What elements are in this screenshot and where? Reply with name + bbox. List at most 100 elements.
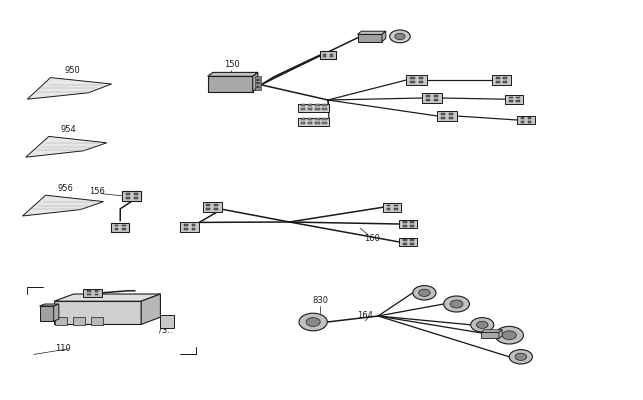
- Text: /3..: /3..: [159, 326, 173, 334]
- Polygon shape: [253, 72, 258, 92]
- Bar: [308, 108, 312, 110]
- Circle shape: [450, 300, 463, 308]
- Circle shape: [395, 33, 405, 40]
- Circle shape: [444, 296, 469, 312]
- Bar: [95, 294, 98, 295]
- Text: 150: 150: [224, 60, 239, 69]
- Bar: [496, 81, 500, 83]
- Text: 110: 110: [55, 344, 70, 353]
- Bar: [134, 193, 138, 195]
- Bar: [528, 117, 531, 119]
- Bar: [87, 294, 91, 295]
- Bar: [403, 221, 406, 223]
- Bar: [308, 104, 312, 106]
- Bar: [521, 117, 524, 119]
- Polygon shape: [27, 78, 112, 99]
- Bar: [383, 203, 401, 212]
- Bar: [301, 122, 305, 124]
- Polygon shape: [382, 31, 386, 42]
- Bar: [206, 204, 210, 206]
- Bar: [441, 113, 445, 115]
- Text: 954: 954: [61, 125, 77, 134]
- Polygon shape: [54, 294, 161, 301]
- Bar: [322, 108, 327, 110]
- Circle shape: [509, 350, 532, 364]
- Bar: [322, 122, 327, 124]
- Bar: [122, 191, 141, 201]
- Polygon shape: [53, 304, 59, 321]
- Bar: [492, 75, 511, 85]
- Bar: [399, 220, 417, 228]
- Bar: [517, 116, 535, 124]
- Bar: [255, 80, 261, 82]
- Bar: [73, 317, 84, 325]
- Bar: [410, 221, 413, 223]
- Bar: [410, 77, 415, 79]
- Bar: [437, 111, 457, 121]
- Bar: [410, 225, 413, 227]
- Bar: [315, 122, 320, 124]
- Bar: [403, 225, 406, 227]
- Bar: [122, 224, 125, 226]
- Bar: [434, 95, 438, 97]
- Polygon shape: [141, 294, 161, 324]
- Bar: [521, 121, 524, 123]
- Bar: [255, 87, 261, 90]
- Polygon shape: [208, 72, 258, 76]
- Circle shape: [419, 289, 430, 296]
- Bar: [516, 100, 520, 102]
- Bar: [301, 104, 305, 106]
- Circle shape: [502, 331, 516, 340]
- Bar: [91, 317, 103, 325]
- Bar: [126, 193, 130, 195]
- Polygon shape: [23, 195, 104, 216]
- Bar: [301, 108, 305, 110]
- Bar: [322, 104, 327, 106]
- Bar: [192, 224, 195, 226]
- Bar: [301, 118, 305, 120]
- Bar: [509, 96, 512, 98]
- Bar: [449, 113, 453, 115]
- Bar: [192, 228, 195, 230]
- Bar: [403, 243, 406, 245]
- Bar: [481, 332, 499, 338]
- Bar: [441, 117, 445, 119]
- Bar: [516, 96, 520, 98]
- Bar: [505, 95, 523, 104]
- Bar: [449, 117, 453, 119]
- Bar: [214, 208, 218, 210]
- Bar: [403, 239, 406, 241]
- Circle shape: [306, 318, 320, 326]
- Bar: [308, 122, 312, 124]
- Bar: [180, 222, 199, 232]
- Text: 156: 156: [89, 187, 105, 196]
- Bar: [330, 54, 333, 56]
- Text: 950: 950: [64, 66, 80, 75]
- Bar: [315, 118, 320, 120]
- Bar: [503, 77, 507, 79]
- Bar: [358, 34, 382, 42]
- Bar: [308, 118, 312, 120]
- Polygon shape: [54, 301, 141, 324]
- Bar: [184, 224, 188, 226]
- Bar: [122, 228, 125, 230]
- Bar: [298, 118, 329, 126]
- Bar: [509, 100, 512, 102]
- Polygon shape: [481, 330, 502, 332]
- Circle shape: [476, 321, 488, 328]
- Bar: [255, 83, 261, 86]
- Bar: [55, 317, 67, 325]
- Bar: [115, 228, 118, 230]
- Bar: [528, 121, 531, 123]
- Bar: [406, 75, 427, 85]
- Bar: [87, 290, 91, 292]
- Bar: [203, 202, 222, 212]
- Bar: [160, 315, 174, 328]
- Bar: [111, 223, 129, 232]
- Circle shape: [515, 353, 527, 360]
- Circle shape: [495, 326, 523, 344]
- Polygon shape: [358, 31, 386, 34]
- Bar: [95, 290, 98, 292]
- Bar: [434, 99, 438, 101]
- Bar: [40, 306, 53, 321]
